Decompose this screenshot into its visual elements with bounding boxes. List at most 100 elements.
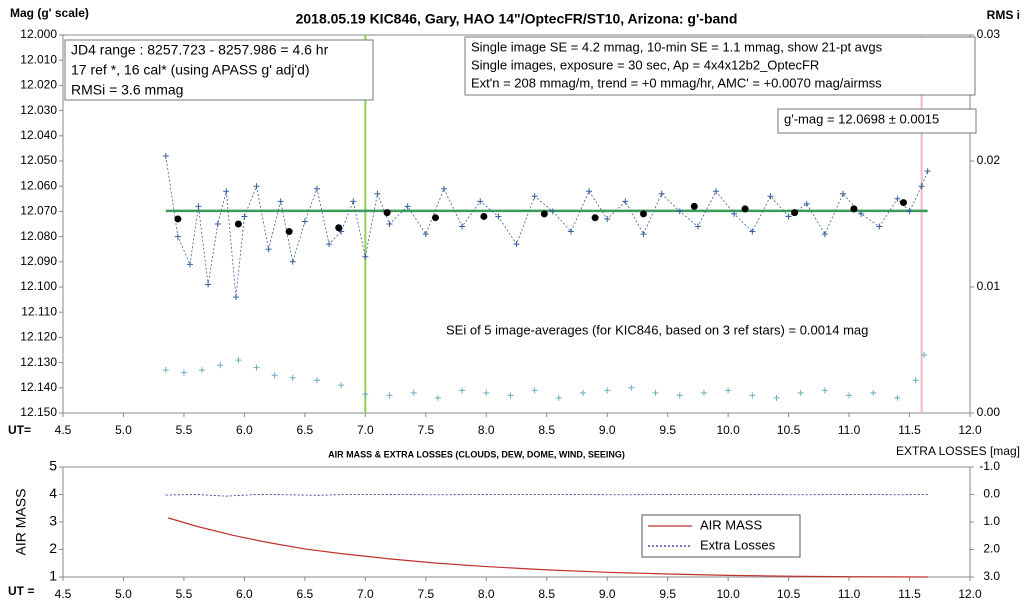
y-tick-label: 1 — [49, 568, 57, 584]
point — [513, 241, 520, 248]
x-tick-label: 11.0 — [838, 587, 861, 601]
annotation-box — [777, 108, 977, 134]
point — [162, 152, 169, 159]
point — [335, 224, 343, 232]
y2-tick-label: 3.0 — [983, 569, 1000, 583]
point — [652, 389, 659, 396]
y-tick-label: 12.130 — [20, 355, 57, 369]
annotation-box — [464, 36, 976, 96]
x-tick-label: 11.5 — [898, 587, 921, 601]
point — [567, 228, 574, 235]
point — [223, 188, 230, 195]
point — [591, 214, 599, 222]
y2-tick-label: 0.03 — [977, 27, 1001, 41]
y-tick-label: 12.150 — [20, 405, 57, 419]
point — [658, 190, 665, 197]
point — [821, 387, 828, 394]
legend-label: AIR MASS — [700, 517, 762, 532]
point — [404, 203, 411, 210]
point — [386, 221, 393, 227]
y-tick-label: 12.060 — [20, 178, 57, 192]
point — [253, 183, 260, 190]
y-tick-label: 12.070 — [20, 204, 57, 218]
x-tick-label: 4.5 — [55, 587, 72, 601]
point — [313, 377, 320, 384]
point — [921, 352, 928, 359]
point — [639, 210, 647, 218]
point — [894, 195, 901, 202]
point — [174, 233, 181, 240]
annotation-text: Single image SE = 4.2 mmag, 10-min SE = … — [471, 39, 883, 54]
point — [713, 188, 720, 195]
y-tick-label: 12.080 — [20, 229, 57, 243]
x-tick-label: 5.5 — [176, 423, 193, 437]
y-tick-label: 4 — [49, 485, 57, 501]
point — [232, 294, 239, 301]
x-tick-label: 9.5 — [659, 423, 676, 437]
x-tick-label: 5.5 — [176, 587, 193, 601]
point — [285, 228, 293, 236]
y2-tick-label: 0.0 — [983, 487, 1000, 501]
annotation-text: RMSi = 3.6 mmag — [71, 82, 183, 98]
x-tick-label: 7.5 — [417, 587, 434, 601]
point — [531, 387, 538, 394]
point — [205, 281, 212, 288]
point — [694, 223, 701, 230]
y2-axis-label: RMS i — [987, 8, 1020, 22]
x-tick-label: 8.5 — [538, 587, 555, 601]
point — [507, 392, 514, 399]
point — [338, 382, 345, 389]
point — [265, 246, 272, 253]
x-tick-label: 5.0 — [115, 587, 132, 601]
point — [767, 193, 774, 200]
point — [434, 394, 441, 401]
series-line — [168, 517, 928, 578]
x-tick-label: 11.5 — [898, 423, 921, 437]
point — [906, 208, 913, 215]
point — [586, 188, 593, 195]
x-tick-label: 6.0 — [236, 587, 253, 601]
point — [480, 212, 488, 220]
y-tick-label: 12.020 — [20, 78, 57, 92]
point — [912, 377, 919, 384]
point — [186, 261, 193, 268]
y2-tick-label: 0.01 — [977, 279, 1001, 293]
point — [313, 185, 320, 192]
x-tick-label: 12.0 — [958, 423, 982, 437]
point — [741, 205, 749, 213]
x-axis-label: UT = — [8, 584, 34, 598]
y2-tick-label: 0.00 — [977, 405, 1001, 419]
point — [383, 209, 391, 217]
point — [840, 190, 847, 197]
y-tick-label: 12.140 — [20, 380, 57, 394]
series-line — [165, 155, 929, 298]
point — [326, 241, 333, 248]
point — [846, 392, 853, 399]
point — [374, 190, 381, 197]
chart-title: AIR MASS & EXTRA LOSSES (CLOUDS, DEW, DO… — [328, 449, 625, 459]
point — [803, 200, 810, 207]
x-tick-label: 10.0 — [716, 423, 740, 437]
point — [217, 362, 224, 369]
y-tick-label: 12.100 — [20, 279, 57, 293]
y2-tick-label: 0.02 — [977, 153, 1001, 167]
point — [253, 364, 260, 371]
x-tick-label: 8.5 — [538, 423, 555, 437]
y-tick-label: 2 — [49, 540, 57, 556]
x-axis-label: UT= — [8, 423, 31, 437]
point — [821, 231, 828, 238]
annotation-text: 17 ref *, 16 cal* (using APASS g' adj'd) — [71, 62, 310, 78]
point — [162, 367, 169, 374]
point — [899, 199, 907, 207]
point — [540, 210, 548, 218]
point — [640, 231, 647, 238]
point — [214, 221, 221, 227]
x-tick-label: 8.0 — [478, 423, 495, 437]
point — [628, 384, 635, 391]
y-tick-label: 12.010 — [20, 52, 57, 66]
point — [386, 392, 393, 399]
point — [241, 213, 248, 220]
point — [797, 389, 804, 396]
chart-title: 2018.05.19 KIC846, Gary, HAO 14"/OptecFR… — [296, 11, 738, 27]
y2-tick-label: 1.0 — [983, 514, 1000, 528]
